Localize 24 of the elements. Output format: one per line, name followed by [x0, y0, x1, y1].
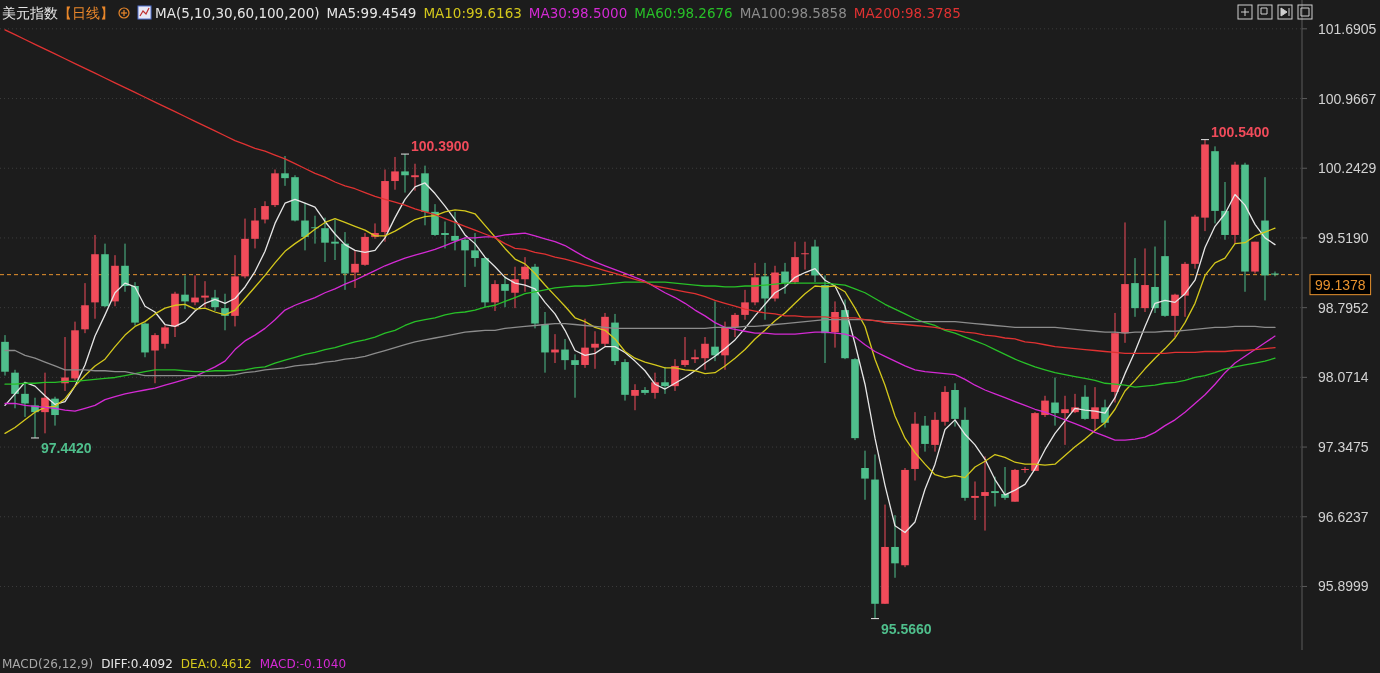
y-tick-label: 99.5190 [1318, 229, 1369, 246]
legend: MA(5,10,30,60,100,200) MA5:99.4549 MA10:99.6163 MA30:98.5000 MA60:98.2676 MA100:98.5858 MA200:98.3785 [155, 5, 961, 21]
y-tick-label: 96.6237 [1318, 508, 1369, 525]
annotation: 95.5660 [881, 620, 932, 637]
annotation: 100.3900 [411, 138, 470, 155]
annotation: 95.5660 [870, 618, 932, 637]
annotation: 100.5400 [1200, 123, 1270, 141]
annotation: 100.3900 [400, 138, 470, 155]
y-tick-label: 97.3475 [1318, 439, 1369, 456]
y-tick-label: 95.8999 [1318, 578, 1369, 595]
annotation: 97.4420 [30, 437, 92, 456]
y-tick-label: 101.6905 [1318, 20, 1377, 37]
note: MACD(26,12,9) [2, 657, 94, 671]
y-tick-label: 100.2429 [1318, 160, 1377, 177]
header: 美元指数【日线】 [2, 5, 114, 21]
annotation: 97.4420 [41, 439, 92, 456]
annotation: 100.5400 [1211, 123, 1270, 140]
ref-line-label: 99.1378 [1315, 276, 1366, 293]
note: MACD:-0.1040 [259, 657, 347, 671]
y-tick-label: 100.9667 [1318, 90, 1377, 107]
note: DEA:0.4612 [180, 657, 252, 671]
y-tick-label: 98.0714 [1318, 369, 1369, 386]
note: DIFF:0.4092 [101, 657, 173, 671]
y-tick-label: 98.7952 [1318, 299, 1369, 316]
